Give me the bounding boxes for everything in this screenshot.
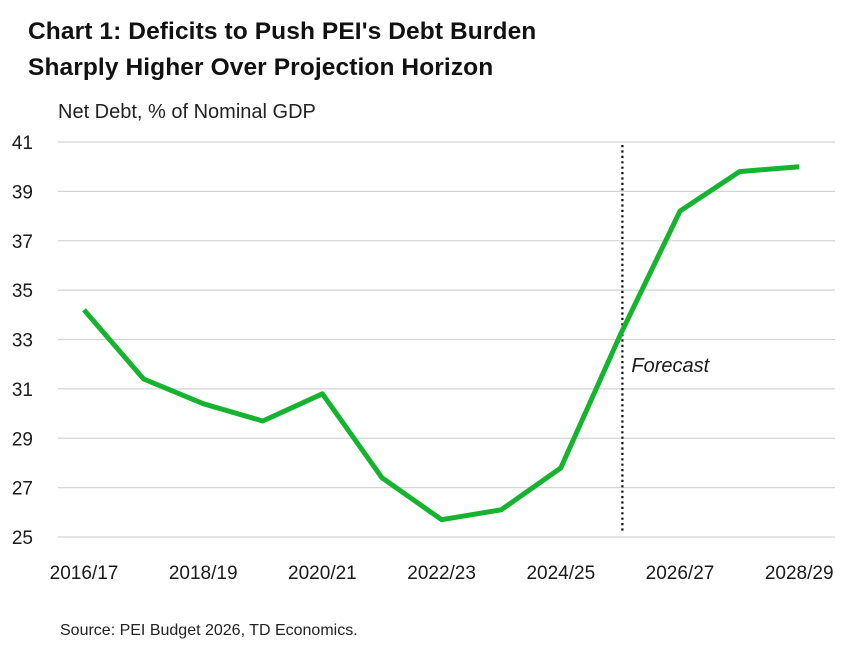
x-tick-label: 2016/17 bbox=[50, 563, 119, 584]
y-tick-label: 39 bbox=[12, 182, 33, 203]
forecast-marker: Forecast bbox=[621, 145, 711, 533]
forecast-label: Forecast bbox=[631, 355, 710, 377]
y-tick-label: 29 bbox=[12, 429, 33, 450]
y-tick-label: 35 bbox=[12, 281, 33, 302]
x-axis-ticks: 2016/17 2018/19 2020/21 2022/23 2024/25 2026/… bbox=[50, 563, 834, 584]
x-tick-label: 2024/25 bbox=[526, 563, 595, 584]
y-tick-label: 27 bbox=[12, 479, 33, 500]
y-axis-unit-label: Net Debt, % of Nominal GDP bbox=[58, 101, 316, 123]
source-note: Source: PEI Budget 2026, TD Economics. bbox=[60, 622, 358, 639]
series-line bbox=[82, 164, 800, 523]
x-tick-label: 2018/19 bbox=[169, 563, 238, 584]
x-tick-label: 2026/27 bbox=[646, 563, 715, 584]
y-tick-label: 37 bbox=[12, 232, 33, 253]
y-tick-label: 25 bbox=[12, 528, 33, 549]
series-lines bbox=[82, 164, 800, 523]
y-axis-ticks: 25 27 29 31 33 35 37 39 41 bbox=[12, 133, 33, 549]
chart-title: Chart 1: Deficits to Push PEI's Debt Bur… bbox=[28, 14, 536, 86]
chart-title-line-1: Chart 1: Deficits to Push PEI's Debt Bur… bbox=[28, 18, 537, 45]
gridlines bbox=[58, 141, 835, 538]
chart-title-line-2: Sharply Higher Over Projection Horizon bbox=[28, 54, 494, 81]
x-tick-label: 2022/23 bbox=[407, 563, 476, 584]
y-tick-label: 33 bbox=[12, 331, 33, 352]
x-tick-label: 2020/21 bbox=[288, 563, 357, 584]
y-tick-label: 31 bbox=[12, 380, 33, 401]
y-tick-label: 41 bbox=[12, 133, 33, 154]
x-tick-label: 2028/29 bbox=[765, 563, 834, 584]
